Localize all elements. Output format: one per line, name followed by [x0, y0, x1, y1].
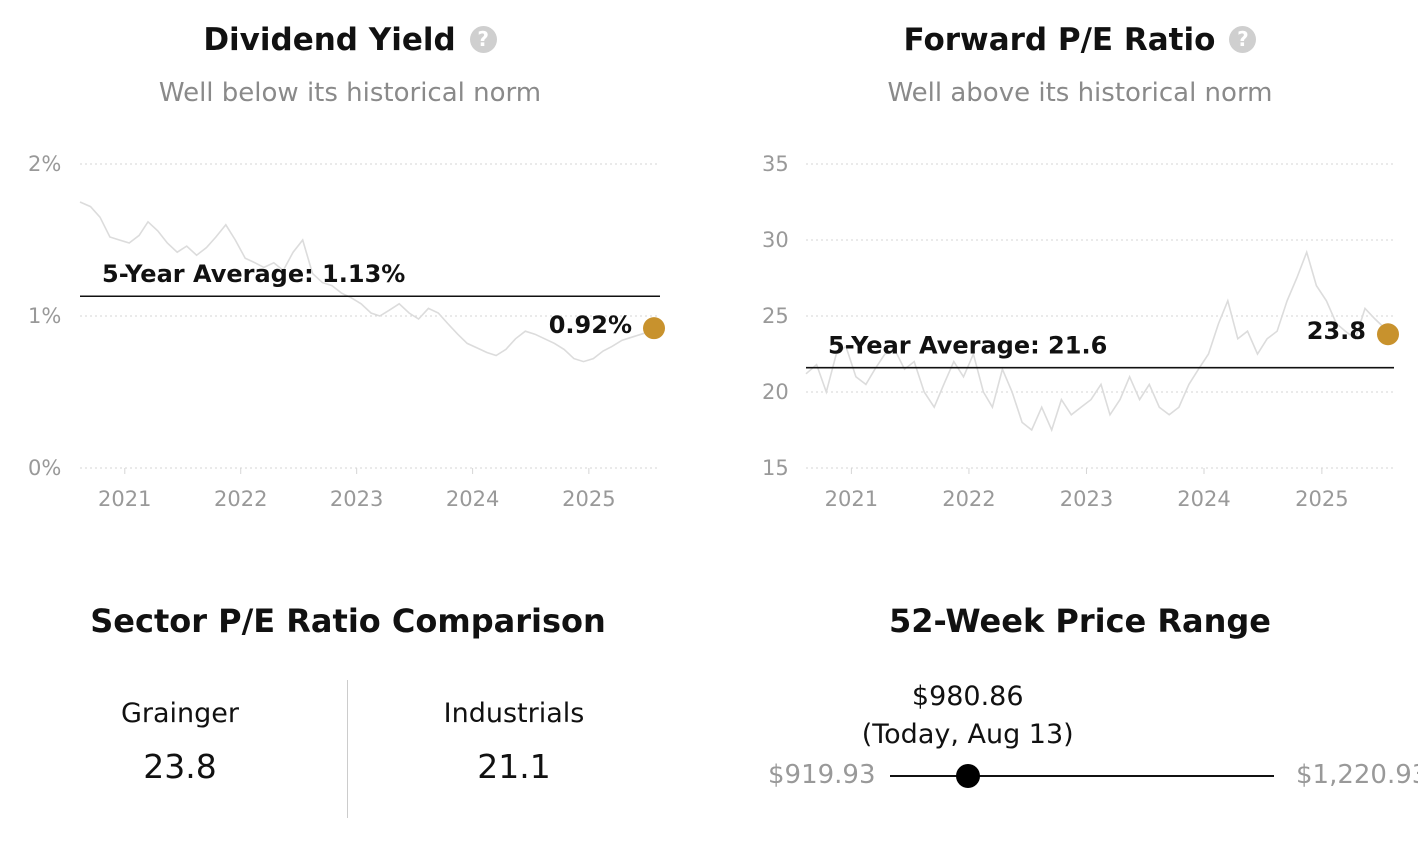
y-tick-label: 35 — [762, 152, 789, 176]
price-range-title: 52-Week Price Range — [889, 602, 1271, 640]
price-range-track — [890, 775, 1274, 777]
x-tick-label: 2023 — [330, 487, 383, 511]
x-tick-label: 2022 — [942, 487, 995, 511]
sector-name: Grainger — [120, 698, 240, 729]
current-price: $980.86 — [911, 681, 1024, 712]
help-icon[interactable]: ? — [1229, 26, 1257, 53]
y-tick-label: 1% — [28, 304, 61, 328]
forward-pe-subtitle: Well above its historical norm — [887, 78, 1273, 108]
sector-divider — [347, 680, 348, 818]
dividend-yield-chart: 0% 1% 2% 2021 2022 2023 2024 2025 5-Year Average… — [28, 152, 665, 511]
sector-value: 21.1 — [477, 747, 551, 786]
help-icon[interactable]: ? — [469, 26, 497, 53]
sector-value: 23.8 — [143, 747, 217, 786]
dividend-yield-title-text: Dividend Yield — [203, 22, 456, 58]
average-label: 5-Year Average: 1.13% — [102, 260, 405, 288]
y-tick-label: 0% — [28, 456, 61, 480]
x-tick-label: 2021 — [98, 487, 151, 511]
x-tick-label: 2023 — [1060, 487, 1113, 511]
x-tick-label: 2024 — [1177, 487, 1230, 511]
forward-pe-title: Forward P/E Ratio? — [730, 22, 1418, 58]
x-tick-label: 2024 — [446, 487, 499, 511]
y-tick-label: 20 — [762, 380, 789, 404]
dividend-yield-subtitle: Well below its historical norm — [158, 78, 542, 108]
current-date: (Today, Aug 13) — [861, 719, 1074, 750]
sector-name: Industrials — [443, 698, 585, 729]
current-value-label: 0.92% — [549, 311, 632, 339]
sector-comparison-title: Sector P/E Ratio Comparison — [90, 602, 606, 640]
current-value-marker — [1377, 323, 1399, 346]
current-value-marker — [643, 317, 665, 340]
y-tick-label: 2% — [28, 152, 61, 176]
series-line — [79, 201, 661, 363]
current-price-marker — [955, 764, 980, 788]
y-tick-label: 15 — [762, 456, 789, 480]
range-low: $919.93 — [768, 760, 876, 790]
forward-pe-title-text: Forward P/E Ratio — [903, 22, 1216, 58]
sector-item-grainger: Grainger 23.8 — [30, 698, 330, 786]
range-high: $1,220.93 — [1296, 760, 1418, 790]
x-tick-label: 2025 — [1295, 487, 1348, 511]
x-tick-label: 2022 — [214, 487, 267, 511]
sector-item-industrials: Industrials 21.1 — [364, 698, 664, 786]
average-label: 5-Year Average: 21.6 — [828, 332, 1107, 360]
series-line — [805, 249, 1395, 433]
current-price-label: $980.86 (Today, Aug 13) — [838, 678, 1098, 754]
y-tick-label: 25 — [762, 304, 789, 328]
y-tick-label: 30 — [762, 228, 789, 252]
x-tick-label: 2021 — [825, 487, 878, 511]
dividend-yield-title: Dividend Yield? — [0, 22, 700, 58]
current-value-label: 23.8 — [1307, 317, 1366, 345]
x-tick-label: 2025 — [562, 487, 615, 511]
